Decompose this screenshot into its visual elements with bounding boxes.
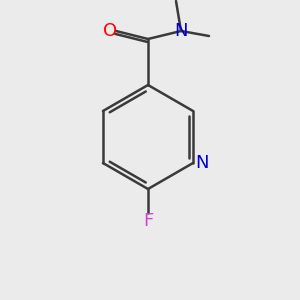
Text: O: O [103,22,117,40]
Text: N: N [195,154,209,172]
Text: N: N [174,22,188,40]
Text: F: F [143,212,153,230]
